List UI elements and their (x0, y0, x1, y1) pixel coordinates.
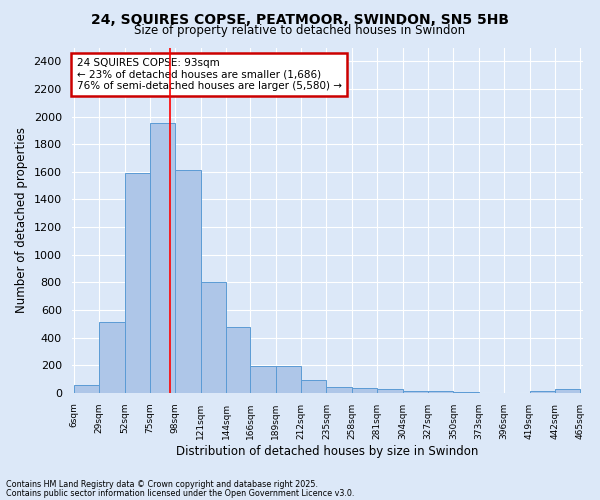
Bar (175, 170, 200, 393)
Bar (377, 390, 403, 393)
Bar (352, 388, 377, 393)
Text: 24 SQUIRES COPSE: 93sqm
← 23% of detached houses are smaller (1,686)
76% of semi: 24 SQUIRES COPSE: 93sqm ← 23% of detache… (77, 58, 341, 91)
Bar (326, 388, 352, 393)
Bar (200, 282, 226, 393)
Bar (301, 380, 326, 393)
Bar (530, 391, 555, 393)
Bar (250, 366, 275, 393)
X-axis label: Distribution of detached houses by size in Swindon: Distribution of detached houses by size … (176, 444, 478, 458)
Bar (150, 124, 175, 393)
Bar (275, 366, 301, 393)
Text: Size of property relative to detached houses in Swindon: Size of property relative to detached ho… (134, 24, 466, 37)
Bar (74, 385, 99, 393)
Bar (555, 390, 580, 393)
Text: Contains public sector information licensed under the Open Government Licence v3: Contains public sector information licen… (6, 488, 355, 498)
Bar (454, 392, 479, 393)
Bar (403, 391, 428, 393)
Bar (428, 392, 454, 393)
Text: 24, SQUIRES COPSE, PEATMOOR, SWINDON, SN5 5HB: 24, SQUIRES COPSE, PEATMOOR, SWINDON, SN… (91, 12, 509, 26)
Text: Contains HM Land Registry data © Crown copyright and database right 2025.: Contains HM Land Registry data © Crown c… (6, 480, 318, 489)
Bar (226, 326, 250, 393)
Bar (99, 322, 125, 393)
Bar (125, 173, 150, 393)
Y-axis label: Number of detached properties: Number of detached properties (15, 127, 28, 313)
